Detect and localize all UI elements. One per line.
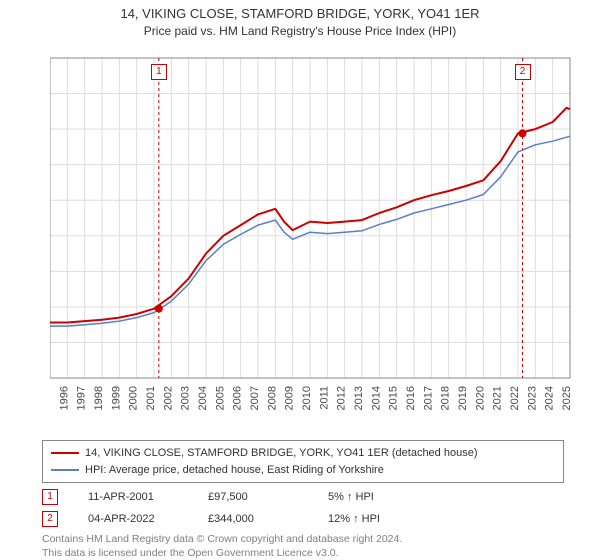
- svg-text:2022: 2022: [509, 386, 521, 410]
- svg-text:2013: 2013: [353, 386, 365, 410]
- svg-text:1996: 1996: [58, 386, 70, 410]
- svg-text:2012: 2012: [336, 386, 348, 410]
- footer-line1: Contains HM Land Registry data © Crown c…: [42, 533, 564, 547]
- legend-row: HPI: Average price, detached house, East…: [51, 462, 555, 479]
- svg-text:2018: 2018: [440, 386, 452, 410]
- legend-swatch: [51, 452, 79, 454]
- svg-text:2010: 2010: [301, 386, 313, 410]
- annotation-date: 11-APR-2001: [88, 491, 178, 503]
- annotation-badge: 2: [42, 511, 58, 527]
- annotation-date: 04-APR-2022: [88, 513, 178, 525]
- svg-text:2015: 2015: [388, 386, 400, 410]
- svg-text:2006: 2006: [232, 386, 244, 410]
- line-chart-svg: £0£50K£100K£150K£200K£250K£300K£350K£400…: [50, 48, 580, 438]
- chart-title: 14, VIKING CLOSE, STAMFORD BRIDGE, YORK,…: [0, 0, 600, 23]
- svg-text:2017: 2017: [422, 386, 434, 410]
- svg-text:2009: 2009: [284, 386, 296, 410]
- legend-row: 14, VIKING CLOSE, STAMFORD BRIDGE, YORK,…: [51, 445, 555, 462]
- annotation-row: 2 04-APR-2022 £344,000 12% ↑ HPI: [42, 511, 564, 527]
- chart-subtitle: Price paid vs. HM Land Registry's House …: [0, 23, 600, 38]
- svg-text:2025: 2025: [561, 386, 573, 410]
- svg-text:2004: 2004: [197, 386, 209, 410]
- svg-text:2005: 2005: [214, 386, 226, 410]
- svg-text:2016: 2016: [405, 386, 417, 410]
- annotation-price: £97,500: [208, 491, 298, 503]
- legend-label: HPI: Average price, detached house, East…: [85, 462, 384, 479]
- svg-text:2024: 2024: [544, 386, 556, 410]
- svg-text:1999: 1999: [110, 386, 122, 410]
- annotation-delta: 5% ↑ HPI: [328, 491, 418, 503]
- svg-text:1997: 1997: [76, 386, 88, 410]
- svg-text:2002: 2002: [162, 386, 174, 410]
- chart-container: 14, VIKING CLOSE, STAMFORD BRIDGE, YORK,…: [0, 0, 600, 560]
- svg-text:2023: 2023: [526, 386, 538, 410]
- footer-note: Contains HM Land Registry data © Crown c…: [42, 533, 564, 560]
- svg-text:2001: 2001: [145, 386, 157, 410]
- annotation-delta: 12% ↑ HPI: [328, 513, 418, 525]
- legend-swatch: [51, 469, 79, 471]
- legend-frame: 14, VIKING CLOSE, STAMFORD BRIDGE, YORK,…: [42, 440, 564, 483]
- svg-text:2008: 2008: [266, 386, 278, 410]
- svg-text:2011: 2011: [318, 386, 330, 410]
- annotation-price: £344,000: [208, 513, 298, 525]
- chart-area: £0£50K£100K£150K£200K£250K£300K£350K£400…: [50, 48, 580, 398]
- footer-line2: This data is licensed under the Open Gov…: [42, 547, 564, 560]
- svg-text:2019: 2019: [457, 386, 469, 410]
- svg-text:1995: 1995: [50, 386, 53, 410]
- svg-text:2021: 2021: [492, 386, 504, 410]
- svg-text:2020: 2020: [474, 386, 486, 410]
- legend-and-annotations: 14, VIKING CLOSE, STAMFORD BRIDGE, YORK,…: [42, 440, 564, 560]
- marker-badge-1: 1: [151, 64, 167, 80]
- annotation-badge: 1: [42, 489, 58, 505]
- marker-badge-2: 2: [515, 64, 531, 80]
- svg-text:2007: 2007: [249, 386, 261, 410]
- annotation-rows: 1 11-APR-2001 £97,500 5% ↑ HPI 2 04-APR-2022 £…: [42, 489, 564, 527]
- annotation-row: 1 11-APR-2001 £97,500 5% ↑ HPI: [42, 489, 564, 505]
- svg-text:2014: 2014: [370, 386, 382, 410]
- svg-text:2000: 2000: [128, 386, 140, 410]
- legend-label: 14, VIKING CLOSE, STAMFORD BRIDGE, YORK,…: [85, 445, 477, 462]
- svg-text:1998: 1998: [93, 386, 105, 410]
- svg-text:2003: 2003: [180, 386, 192, 410]
